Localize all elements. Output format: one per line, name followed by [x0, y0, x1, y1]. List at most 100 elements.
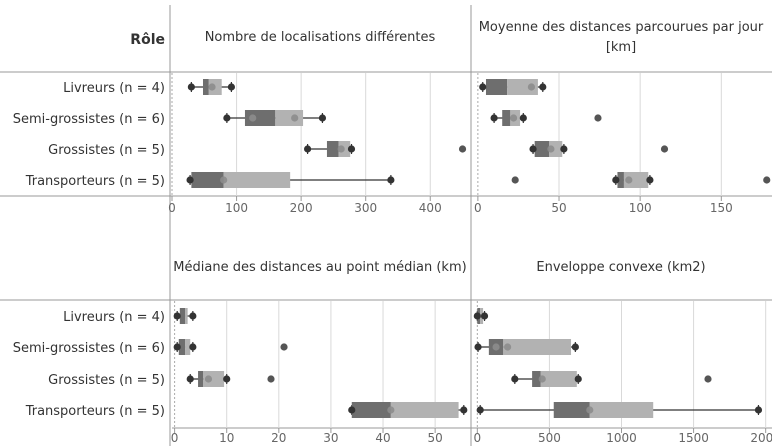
tick-label: 50	[551, 201, 566, 215]
outlier-point	[267, 375, 275, 383]
min-point	[511, 375, 519, 383]
category-label: Semi-grossistes (n = 6)	[13, 112, 165, 127]
data-point	[538, 375, 546, 383]
outlier-point	[458, 145, 467, 153]
tick-label: 1500	[678, 431, 709, 445]
box-lower	[244, 110, 276, 126]
min-point	[490, 114, 498, 122]
outlier-point	[280, 343, 288, 351]
min-point	[173, 312, 181, 320]
min-point	[303, 145, 312, 153]
box-lower	[553, 402, 590, 418]
box-upper	[185, 308, 188, 324]
role-column-header: Rôle	[130, 32, 165, 48]
outlier-point	[763, 176, 771, 184]
category-label: Livreurs (n = 4)	[63, 81, 165, 96]
chart-panel: Moyenne des distances parcourues par jou…	[474, 20, 771, 215]
min-point	[473, 312, 481, 320]
box-lower	[202, 79, 209, 95]
box-upper	[503, 339, 572, 355]
chart-panel: Enveloppe convexe (km2) 0 500 1000 1500 2000	[474, 260, 772, 445]
tick-label: 50	[427, 431, 442, 445]
data-point	[504, 343, 512, 351]
max-point	[480, 312, 489, 320]
max-point	[646, 176, 654, 184]
min-point	[348, 406, 356, 414]
tick-label: 40	[375, 431, 390, 445]
tick-label: 30	[323, 431, 338, 445]
data-point	[208, 83, 216, 91]
panel-title: [km]	[606, 40, 636, 55]
data-point	[527, 83, 536, 91]
box-upper	[275, 110, 304, 126]
min-point	[186, 375, 194, 383]
box-lower	[198, 371, 204, 387]
outlier-point	[594, 114, 602, 122]
tick-label: 0	[171, 431, 179, 445]
tick-label: 0	[168, 201, 176, 215]
tick-label: 200	[290, 201, 313, 215]
tick-label: 1000	[606, 431, 637, 445]
data-point	[204, 375, 213, 383]
box-lower	[178, 339, 186, 355]
max-point	[754, 406, 763, 414]
box-upper	[589, 402, 654, 418]
data-point	[509, 114, 518, 122]
min-point	[223, 114, 231, 122]
data-point	[249, 114, 257, 122]
tick-label: 2000	[750, 431, 772, 445]
box-upper	[507, 79, 538, 95]
data-point	[387, 406, 395, 414]
max-point	[571, 343, 579, 351]
category-label: Livreurs (n = 4)	[63, 310, 165, 325]
box-lower	[351, 402, 391, 418]
chart-panel: Médiane des distances au point médian (k…	[171, 260, 468, 445]
box-upper	[203, 371, 225, 387]
max-point	[189, 343, 197, 351]
max-point	[223, 375, 231, 383]
tick-label: 300	[354, 201, 377, 215]
tick-label: 10	[219, 431, 234, 445]
chart-panels: Livreurs (n = 4) Semi-grossistes (n = 6) G…	[0, 20, 772, 445]
min-point	[173, 343, 181, 351]
min-point	[479, 83, 487, 91]
category-label: Transporteurs (n = 5)	[25, 174, 165, 189]
box-upper	[623, 172, 649, 188]
category-label: Grossistes (n = 5)	[48, 143, 165, 158]
box-upper	[549, 141, 563, 157]
max-point	[574, 375, 582, 383]
max-point	[460, 406, 468, 414]
box-upper	[223, 172, 291, 188]
box-upper	[185, 339, 191, 355]
min-point	[186, 176, 194, 184]
outlier-point	[660, 145, 669, 153]
outlier-point	[511, 176, 519, 184]
panel-title: Médiane des distances au point médian (k…	[173, 260, 466, 275]
max-point	[560, 145, 568, 153]
max-point	[539, 83, 547, 91]
tick-label: 0	[474, 201, 482, 215]
box-lower	[534, 141, 550, 157]
min-point	[187, 83, 195, 91]
max-point	[387, 176, 395, 184]
data-point	[220, 176, 228, 184]
panel-title: Moyenne des distances parcourues par jou…	[479, 20, 764, 35]
outlier-point	[704, 375, 712, 383]
box-lower	[502, 110, 511, 126]
box-lower	[326, 141, 339, 157]
data-point	[625, 176, 633, 184]
chart-panel: Nombre de localisations différentes 0 100 2…	[168, 30, 467, 215]
box-lower	[179, 308, 186, 324]
data-point	[492, 343, 500, 351]
data-point	[337, 145, 345, 153]
panel-title: Nombre de localisations différentes	[205, 30, 436, 45]
data-point	[291, 114, 299, 122]
min-point	[474, 343, 482, 351]
max-point	[519, 114, 527, 122]
box-lower	[532, 371, 541, 387]
tick-label: 100	[225, 201, 248, 215]
box-lower	[485, 79, 508, 95]
category-label: Semi-grossistes (n = 6)	[13, 341, 165, 356]
box-upper	[390, 402, 459, 418]
category-label: Transporteurs (n = 5)	[25, 404, 165, 419]
